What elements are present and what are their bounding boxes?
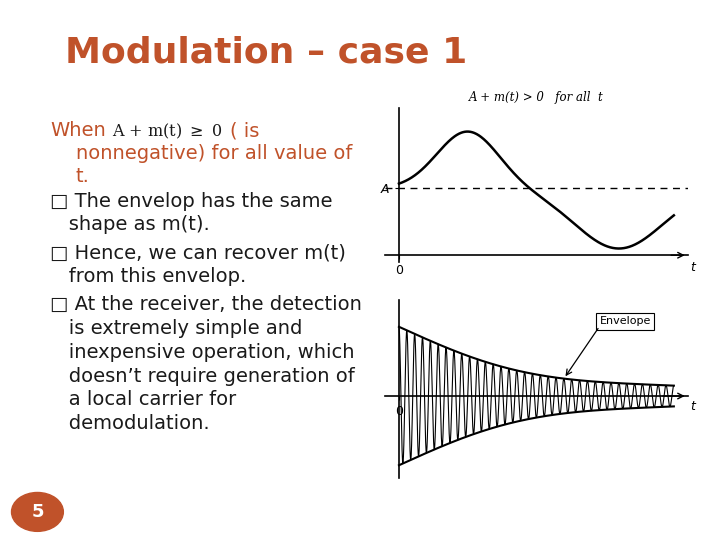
Text: Envelope: Envelope: [600, 316, 651, 326]
Text: t: t: [690, 261, 696, 274]
Text: is extremely simple and: is extremely simple and: [50, 319, 303, 338]
Text: □ Hence, we can recover m(t): □ Hence, we can recover m(t): [50, 244, 346, 262]
Text: t.: t.: [76, 167, 89, 186]
Text: doesn’t require generation of: doesn’t require generation of: [50, 367, 355, 386]
Text: ( is: ( is: [230, 122, 260, 140]
Text: Modulation – case 1: Modulation – case 1: [65, 35, 467, 69]
Text: inexpensive operation, which: inexpensive operation, which: [50, 343, 355, 362]
Title: A + m(t) > 0   for all  t: A + m(t) > 0 for all t: [469, 91, 604, 104]
Text: □ At the receiver, the detection: □ At the receiver, the detection: [50, 295, 362, 314]
Text: nonnegative) for all value of: nonnegative) for all value of: [76, 144, 352, 163]
Text: t: t: [690, 400, 696, 413]
Text: When: When: [50, 122, 106, 140]
Text: a local carrier for: a local carrier for: [50, 390, 237, 409]
Text: shape as m(t).: shape as m(t).: [50, 215, 210, 234]
Text: demodulation.: demodulation.: [50, 414, 210, 433]
Text: 5: 5: [31, 503, 44, 521]
Text: □ The envelop has the same: □ The envelop has the same: [50, 192, 333, 211]
Text: A + m(t) $\geq$ 0: A + m(t) $\geq$ 0: [112, 122, 222, 141]
Text: from this envelop.: from this envelop.: [50, 267, 247, 286]
